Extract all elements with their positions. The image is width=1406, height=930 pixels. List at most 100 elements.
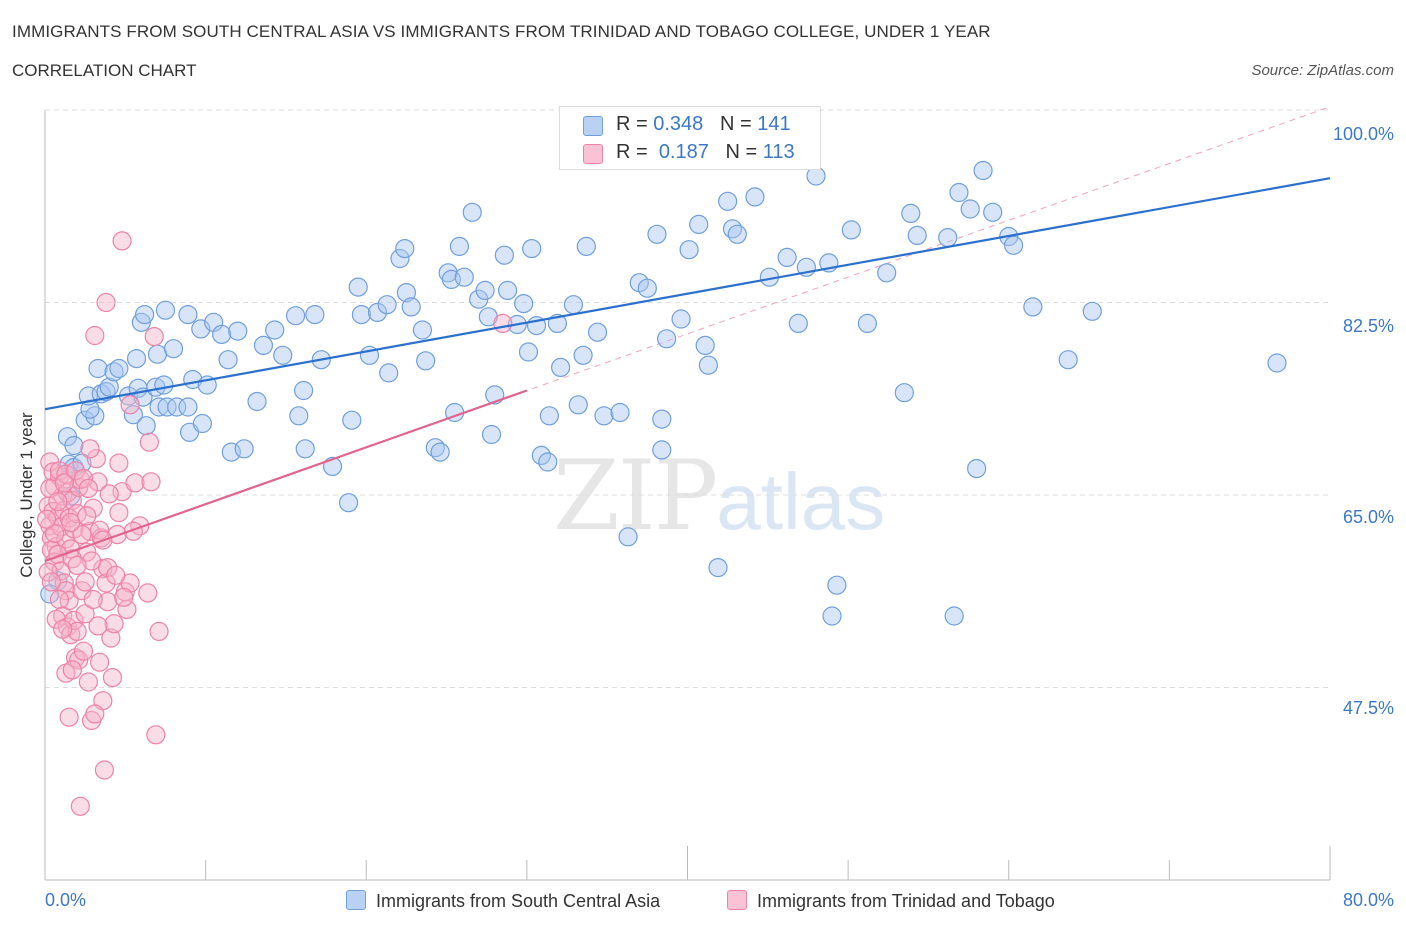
- data-point-pink-79: [120, 395, 140, 415]
- data-point-blue-25: [157, 397, 177, 417]
- data-point-blue-22: [136, 416, 156, 436]
- data-point-pink-46: [104, 614, 124, 634]
- data-point-blue-138: [960, 199, 980, 219]
- data-point-blue-53: [294, 380, 314, 401]
- data-point-blue-102: [594, 406, 614, 426]
- data-point-blue-146: [1082, 301, 1102, 321]
- data-point-pink-66: [90, 652, 110, 672]
- watermark-atlas: atlas: [716, 457, 886, 546]
- data-point-blue-65: [379, 363, 399, 383]
- data-point-blue-33: [131, 312, 151, 332]
- data-point-blue-52: [289, 406, 309, 426]
- data-point-blue-26: [154, 375, 174, 395]
- data-point-pink-60: [65, 648, 86, 668]
- data-point-blue-100: [576, 236, 596, 256]
- stat-blue-text: R = 0.348 N = 141: [616, 113, 791, 136]
- data-point-pink-33: [67, 621, 87, 642]
- data-point-blue-90: [522, 239, 542, 259]
- data-point-pink-57: [141, 472, 161, 492]
- data-point-blue-51: [285, 306, 306, 326]
- data-point-blue-119: [727, 224, 747, 244]
- data-point-pink-56: [139, 432, 160, 452]
- data-point-blue-96: [551, 357, 571, 377]
- legend-item-south-central-asia: Immigrants from South Central Asia: [346, 890, 660, 912]
- data-point-pink-104: [54, 473, 74, 493]
- data-point-pink-48: [109, 502, 129, 523]
- data-point-blue-94: [539, 406, 559, 426]
- data-point-blue-109: [652, 409, 672, 429]
- data-point-pink-73: [146, 725, 166, 745]
- data-point-blue-145: [1058, 350, 1078, 370]
- data-point-blue-110: [657, 329, 677, 349]
- data-point-blue-67: [395, 239, 415, 259]
- data-point-pink-27: [49, 589, 70, 610]
- data-point-pink-97: [81, 551, 102, 571]
- data-point-blue-59: [342, 410, 362, 430]
- data-point-pink-112: [80, 439, 100, 459]
- data-point-blue-108: [652, 440, 672, 460]
- data-point-pink-43: [96, 573, 116, 593]
- watermark: ZIPatlas: [553, 440, 885, 552]
- data-point-blue-115: [698, 355, 718, 375]
- data-point-pink-89: [41, 572, 62, 592]
- n-label: N =: [725, 141, 758, 163]
- trend-line-pink: [44, 389, 528, 563]
- data-point-blue-54: [295, 439, 315, 459]
- data-point-blue-143: [1003, 235, 1024, 255]
- data-point-pink-95: [106, 565, 126, 585]
- data-point-blue-114: [695, 335, 715, 355]
- stat-pink-text: R = 0.187 N = 113: [616, 141, 795, 164]
- data-point-pink-109: [67, 555, 87, 576]
- data-point-blue-55: [305, 305, 325, 325]
- data-point-blue-103: [610, 402, 630, 423]
- data-point-blue-60: [348, 277, 368, 297]
- r-value: 0.187: [658, 141, 709, 163]
- data-point-pink-64: [73, 641, 94, 661]
- data-point-blue-136: [944, 606, 964, 626]
- data-point-blue-44: [218, 350, 238, 370]
- data-point-blue-135: [938, 228, 958, 248]
- source-credit: Source: ZipAtlas.com: [1251, 62, 1394, 79]
- data-point-blue-122: [777, 247, 797, 267]
- data-point-pink-98: [72, 524, 92, 545]
- y-tick-label-47-5: 47.5%: [1342, 698, 1394, 718]
- data-point-blue-88: [514, 294, 534, 314]
- n-label: N =: [719, 113, 752, 135]
- data-point-pink-78: [109, 453, 129, 473]
- data-point-pink-94: [98, 557, 118, 578]
- data-point-blue-104: [618, 527, 638, 547]
- data-point-pink-111: [99, 484, 119, 504]
- data-point-blue-120: [745, 187, 765, 207]
- data-point-blue-132: [894, 383, 914, 403]
- data-point-blue-127: [822, 606, 842, 626]
- data-point-blue-113: [689, 214, 709, 234]
- data-point-pink-38: [83, 498, 103, 518]
- data-point-blue-17: [109, 358, 129, 379]
- data-point-blue-141: [983, 202, 1003, 222]
- data-point-blue-139: [967, 459, 987, 479]
- data-point-blue-69: [401, 297, 421, 317]
- data-point-pink-72: [85, 704, 105, 724]
- data-point-blue-70: [412, 320, 433, 340]
- data-point-blue-68: [396, 283, 417, 303]
- data-point-blue-140: [973, 160, 993, 181]
- data-point-pink-86: [73, 468, 94, 489]
- data-point-blue-134: [907, 225, 927, 245]
- data-point-blue-79: [462, 202, 482, 222]
- data-point-blue-93: [538, 452, 558, 472]
- data-point-pink-101: [37, 509, 57, 529]
- data-point-blue-101: [587, 322, 608, 342]
- data-point-blue-14: [88, 358, 108, 379]
- data-point-blue-63: [367, 302, 388, 322]
- data-point-blue-123: [788, 313, 808, 333]
- data-point-blue-32: [126, 349, 147, 369]
- data-point-blue-71: [416, 351, 436, 371]
- data-point-blue-36: [155, 300, 176, 320]
- data-point-pink-67: [59, 707, 79, 727]
- data-point-blue-78: [454, 267, 474, 287]
- data-point-pink-59: [149, 621, 169, 642]
- correlation-legend: R = 0.348 N = 141 R = 0.187 N = 113: [559, 106, 821, 170]
- data-point-blue-42: [212, 324, 232, 344]
- data-point-blue-49: [265, 320, 285, 340]
